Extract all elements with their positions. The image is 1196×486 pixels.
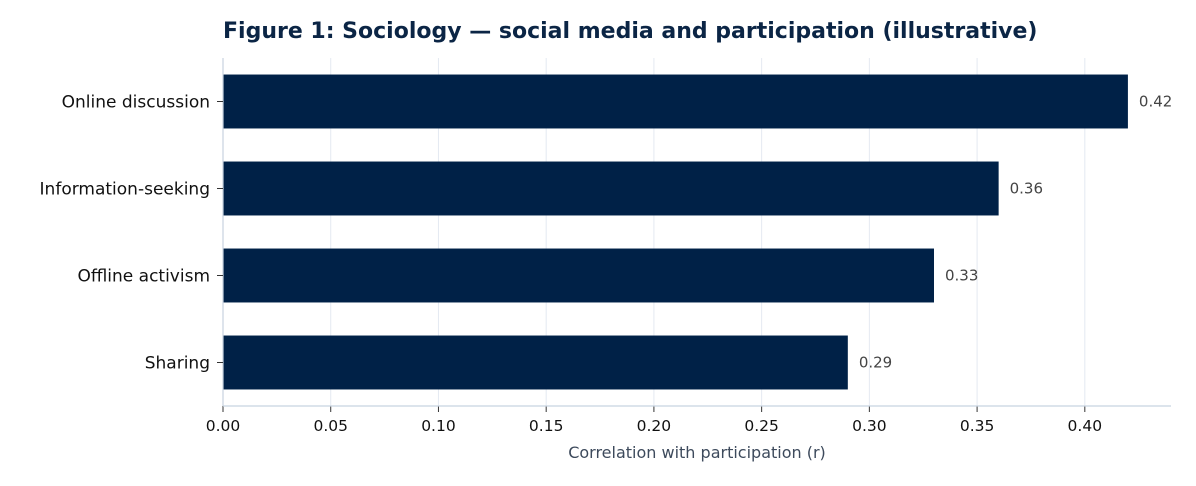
x-tick-label: 0.40	[1068, 417, 1103, 435]
value-label: 0.29	[859, 354, 892, 372]
axes	[217, 58, 1171, 412]
labels: 0.00 0.05 0.10 0.15 0.20 0.25 0.30 0.35 0.40 Onli…	[40, 93, 1173, 436]
x-tick-label: 0.05	[313, 417, 348, 435]
x-tick-label: 0.10	[421, 417, 456, 435]
category-label: Information-seeking	[40, 180, 210, 200]
category-label: Online discussion	[62, 93, 210, 113]
x-tick-label: 0.30	[852, 417, 887, 435]
x-tick-label: 0.20	[637, 417, 672, 435]
value-label: 0.33	[945, 267, 978, 285]
bar-information-seeking	[223, 161, 999, 216]
value-label: 0.36	[1010, 180, 1043, 198]
bar-offline-activism	[223, 248, 934, 303]
category-label: Offline activism	[77, 267, 210, 287]
x-tick-label: 0.00	[206, 417, 241, 435]
x-axis-title: Correlation with participation (r)	[568, 443, 826, 462]
bar-online-discussion	[223, 74, 1128, 129]
bar-sharing	[223, 335, 848, 390]
x-tick-label: 0.15	[529, 417, 564, 435]
category-label: Sharing	[145, 354, 210, 374]
x-tick-label: 0.25	[744, 417, 779, 435]
bars	[223, 74, 1128, 390]
chart-title: Figure 1: Sociology — social media and p…	[223, 19, 1037, 44]
value-label: 0.42	[1139, 93, 1172, 111]
x-tick-label: 0.35	[960, 417, 995, 435]
